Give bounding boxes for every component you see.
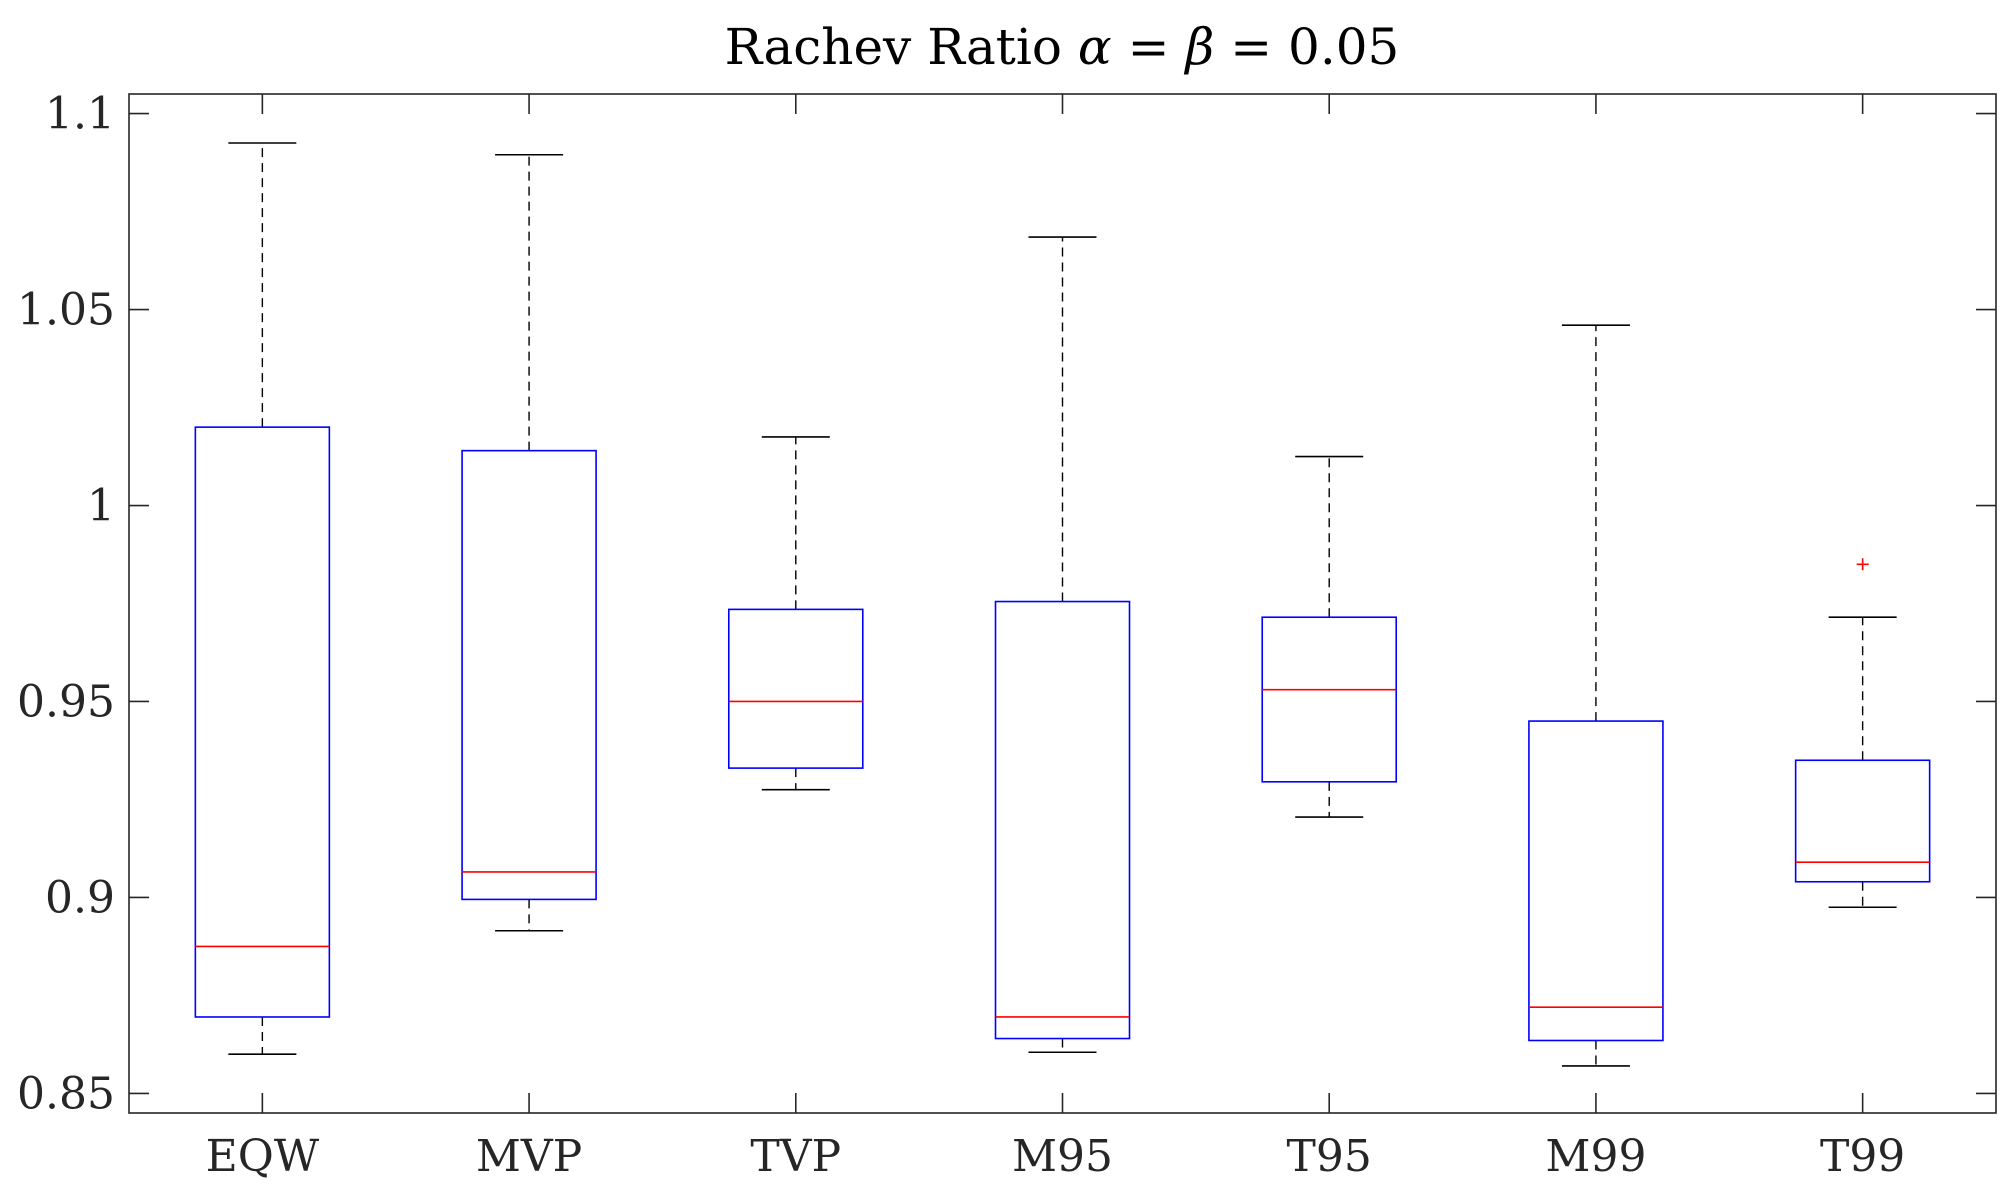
y-tick-label: 1.05 [17,285,115,336]
y-tick-label: 0.9 [45,872,115,923]
chart-title-text: Rachev Ratio [725,18,1062,76]
x-tick-label: M95 [1012,1131,1113,1182]
x-tick-label: M99 [1545,1131,1646,1182]
y-tick-label: 0.85 [17,1068,115,1119]
x-tick-label: T99 [1820,1131,1905,1182]
y-tick-label: 1 [87,481,115,532]
x-tick-label: T95 [1287,1131,1372,1182]
chart-title-beta: β [1183,18,1214,76]
x-tick-label: EQW [206,1131,320,1182]
box-m99 [1528,720,1664,1042]
chart-title: Rachev Ratio α = β = 0.05 [725,18,1400,76]
chart-title-value: 0.05 [1288,18,1399,76]
y-tick-label: 1.1 [45,89,115,140]
plot-area: 0.85 0.9 0.95 1 1.05 1.1 EQW MVP TVP M95 T95 M99 T99 [17,89,1997,1182]
box-tvp [727,608,864,769]
box-t95 [1261,616,1398,783]
chart-title-equals-1: = [1128,18,1170,76]
y-tick-label: 0.95 [17,676,115,727]
chart-title-equals-2: = [1230,18,1272,76]
box-m95 [994,600,1131,1040]
x-tick-label: MVP [476,1131,582,1182]
chart-title-alpha: α [1078,18,1112,76]
box-mvp [461,449,597,901]
x-tick-label: TVP [750,1131,841,1182]
box-t99 [1794,759,1931,883]
box-eqw [194,426,331,1018]
axes-frame [128,93,1997,1114]
